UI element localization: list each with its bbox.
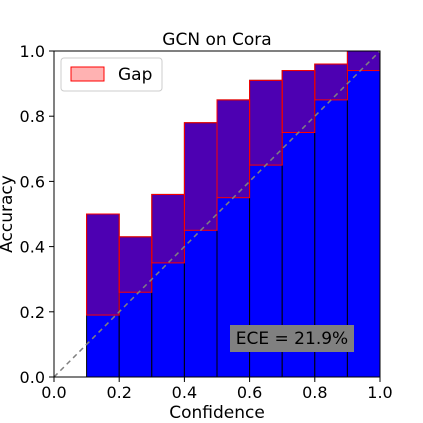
y-tick-label: 0.8	[20, 107, 45, 126]
x-tick-label: 0.2	[106, 383, 131, 402]
ece-box	[230, 325, 354, 352]
x-tick-label: 0.4	[172, 383, 197, 402]
gap-bar-8	[314, 63, 348, 101]
x-tick-label: 0.8	[302, 383, 327, 402]
legend-frame	[60, 57, 163, 92]
x-tick-label: 0.0	[41, 383, 66, 402]
y-tick-label: 0.6	[20, 172, 45, 191]
y-axis-label: Accuracy	[0, 175, 17, 253]
accuracy-bar-8	[314, 63, 348, 378]
gap-bar-5	[216, 99, 251, 199]
gap-layer	[86, 50, 381, 316]
x-tick-label: 0.6	[237, 383, 262, 402]
y-tick-label: 0.0	[20, 368, 45, 387]
gap-bar-1	[86, 213, 120, 316]
legend: Gap	[60, 57, 163, 92]
x-axis-ticks: 0.0 0.2 0.4 0.6 0.8 1.0	[41, 377, 393, 402]
y-tick-label: 1.0	[20, 42, 45, 61]
y-tick-label: 0.2	[20, 303, 45, 322]
ece-annotation: ECE = 21.9%	[230, 325, 354, 352]
x-axis-label: Confidence	[169, 403, 265, 423]
ece-label: ECE = 21.9%	[236, 329, 348, 349]
chart-title: GCN on Cora	[162, 30, 271, 50]
gap-bar-4	[183, 122, 218, 231]
y-tick-label: 0.4	[20, 238, 45, 257]
gap-bar-9	[346, 50, 381, 72]
axes-frame	[53, 50, 381, 378]
legend-label-gap: Gap	[118, 65, 152, 85]
perfect-calibration-line	[53, 50, 381, 378]
legend-swatch-gap	[70, 66, 105, 82]
y-axis-ticks: 0.0 0.2 0.4 0.6 0.8 1.0	[20, 42, 54, 387]
gap-bar-7	[281, 70, 316, 133]
gap-bar-2	[118, 236, 153, 293]
gap-bar-6	[249, 79, 283, 166]
accuracy-bar-1	[86, 213, 120, 378]
gap-bar-3	[151, 193, 185, 264]
x-tick-label: 1.0	[367, 383, 392, 402]
